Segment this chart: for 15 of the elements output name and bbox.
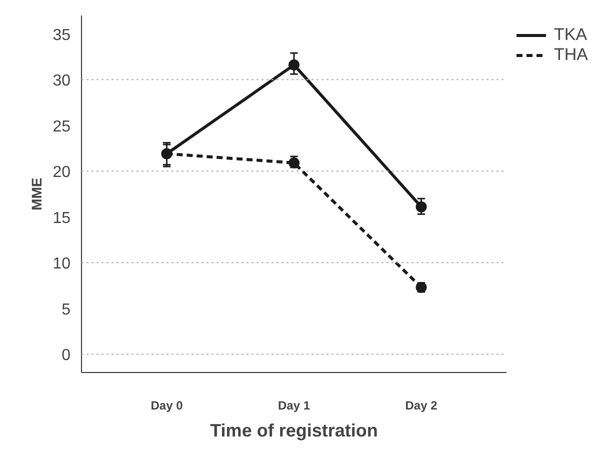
y-tick-label: 35 <box>52 26 71 44</box>
y-tick-label: 5 <box>62 301 71 318</box>
y-tick-label: 10 <box>52 256 71 273</box>
y-tick-label: 0 <box>62 347 71 364</box>
legend-label: TKA <box>554 25 588 45</box>
x-tick-label: Day 1 <box>278 398 310 412</box>
x-tick-label: Day 2 <box>405 398 438 412</box>
y-tick-label: 30 <box>52 72 71 90</box>
legend-label: THA <box>554 45 588 65</box>
y-tick-label: 20 <box>52 164 71 182</box>
y-axis-title: MME <box>28 178 45 210</box>
x-tick-label: Day 0 <box>150 398 184 412</box>
y-tick-label: 25 <box>52 118 71 136</box>
x-axis-title: Time of registration <box>210 420 378 440</box>
y-tick-label: 15 <box>52 210 71 227</box>
